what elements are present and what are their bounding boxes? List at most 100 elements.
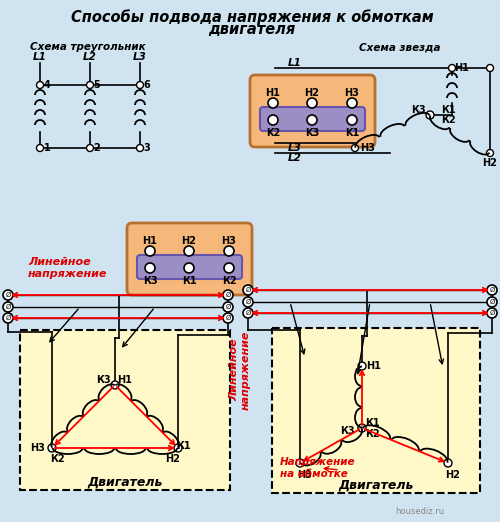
- Text: К3: К3: [142, 276, 158, 286]
- Circle shape: [358, 362, 366, 370]
- Text: L2: L2: [288, 153, 302, 163]
- Text: L1: L1: [33, 52, 47, 62]
- Circle shape: [48, 444, 56, 452]
- Circle shape: [352, 145, 358, 151]
- Text: K2: K2: [266, 128, 280, 138]
- Text: L3: L3: [288, 143, 302, 153]
- Text: двигателя: двигателя: [208, 22, 296, 38]
- Circle shape: [487, 297, 497, 307]
- Circle shape: [223, 313, 233, 323]
- Text: Ø: Ø: [226, 304, 230, 310]
- Text: H1: H1: [118, 375, 132, 385]
- Circle shape: [224, 263, 234, 273]
- Circle shape: [347, 98, 357, 108]
- Circle shape: [486, 65, 494, 72]
- Circle shape: [243, 285, 253, 295]
- Text: L2: L2: [83, 52, 97, 62]
- Text: Ø: Ø: [490, 310, 494, 316]
- Text: Ø: Ø: [226, 315, 230, 321]
- Text: H3: H3: [344, 88, 360, 98]
- Text: Напряжение
на обмотке: Напряжение на обмотке: [280, 457, 355, 479]
- Circle shape: [223, 302, 233, 312]
- Text: 5: 5: [94, 80, 100, 90]
- Text: housediz.ru: housediz.ru: [396, 507, 444, 516]
- FancyBboxPatch shape: [260, 107, 365, 131]
- Text: К2: К2: [222, 276, 236, 286]
- Text: 3: 3: [144, 143, 150, 153]
- Text: К3: К3: [340, 426, 354, 436]
- Text: К2: К2: [50, 454, 64, 464]
- Text: H1: H1: [266, 88, 280, 98]
- Text: Линейное
напряжение: Линейное напряжение: [28, 257, 108, 279]
- Text: К1: К1: [182, 276, 196, 286]
- Text: К3: К3: [96, 375, 110, 385]
- Text: K1: K1: [345, 128, 359, 138]
- Text: Двигатель: Двигатель: [88, 476, 162, 489]
- Text: H2: H2: [482, 158, 498, 168]
- Circle shape: [358, 424, 366, 432]
- Text: Способы подвода напряжения к обмоткам: Способы подвода напряжения к обмоткам: [70, 9, 434, 25]
- Circle shape: [184, 246, 194, 256]
- Text: К2: К2: [364, 429, 380, 439]
- Circle shape: [486, 149, 494, 157]
- Circle shape: [145, 246, 155, 256]
- Circle shape: [3, 302, 13, 312]
- Circle shape: [36, 145, 44, 151]
- Text: К1: К1: [176, 441, 190, 451]
- Text: H3: H3: [360, 143, 376, 153]
- Text: H3: H3: [30, 443, 46, 453]
- Text: H2: H2: [166, 454, 180, 464]
- Text: Двигатель: Двигатель: [338, 479, 413, 492]
- Text: H1: H1: [366, 361, 382, 371]
- Text: Схема треугольник: Схема треугольник: [30, 42, 146, 52]
- Circle shape: [36, 81, 44, 89]
- Circle shape: [145, 263, 155, 273]
- Text: К1: К1: [364, 418, 380, 428]
- Circle shape: [444, 459, 452, 467]
- Circle shape: [268, 98, 278, 108]
- Text: H2: H2: [304, 88, 320, 98]
- Text: H1: H1: [142, 236, 158, 246]
- Circle shape: [487, 285, 497, 295]
- Text: Ø: Ø: [226, 292, 230, 298]
- Text: L3: L3: [133, 52, 147, 62]
- Text: 1: 1: [44, 143, 51, 153]
- FancyBboxPatch shape: [20, 330, 230, 490]
- Circle shape: [268, 115, 278, 125]
- Circle shape: [426, 111, 434, 119]
- Circle shape: [307, 115, 317, 125]
- Text: Ø: Ø: [6, 304, 10, 310]
- Circle shape: [223, 290, 233, 300]
- Text: K3: K3: [305, 128, 319, 138]
- Circle shape: [184, 263, 194, 273]
- Text: Ø: Ø: [490, 299, 494, 305]
- Circle shape: [307, 98, 317, 108]
- FancyBboxPatch shape: [127, 223, 252, 295]
- Circle shape: [224, 246, 234, 256]
- Text: Ø: Ø: [6, 315, 10, 321]
- Text: Ø: Ø: [490, 287, 494, 293]
- Circle shape: [3, 313, 13, 323]
- Circle shape: [136, 145, 143, 151]
- Circle shape: [243, 308, 253, 318]
- FancyBboxPatch shape: [137, 255, 242, 279]
- Circle shape: [174, 444, 182, 452]
- Text: H2: H2: [182, 236, 196, 246]
- Circle shape: [3, 290, 13, 300]
- Text: К2: К2: [440, 115, 456, 125]
- Text: 4: 4: [44, 80, 51, 90]
- Circle shape: [243, 297, 253, 307]
- Text: Линейное
напряжение: Линейное напряжение: [229, 330, 251, 410]
- Circle shape: [487, 308, 497, 318]
- Text: К1: К1: [440, 105, 456, 115]
- FancyBboxPatch shape: [272, 328, 480, 493]
- Text: Ø: Ø: [246, 287, 250, 293]
- Text: 6: 6: [144, 80, 150, 90]
- FancyBboxPatch shape: [250, 75, 375, 147]
- Text: Ø: Ø: [6, 292, 10, 298]
- Circle shape: [448, 65, 456, 72]
- Text: H3: H3: [222, 236, 236, 246]
- Circle shape: [111, 381, 119, 389]
- Text: H1: H1: [454, 63, 469, 73]
- Text: Схема звезда: Схема звезда: [359, 42, 441, 52]
